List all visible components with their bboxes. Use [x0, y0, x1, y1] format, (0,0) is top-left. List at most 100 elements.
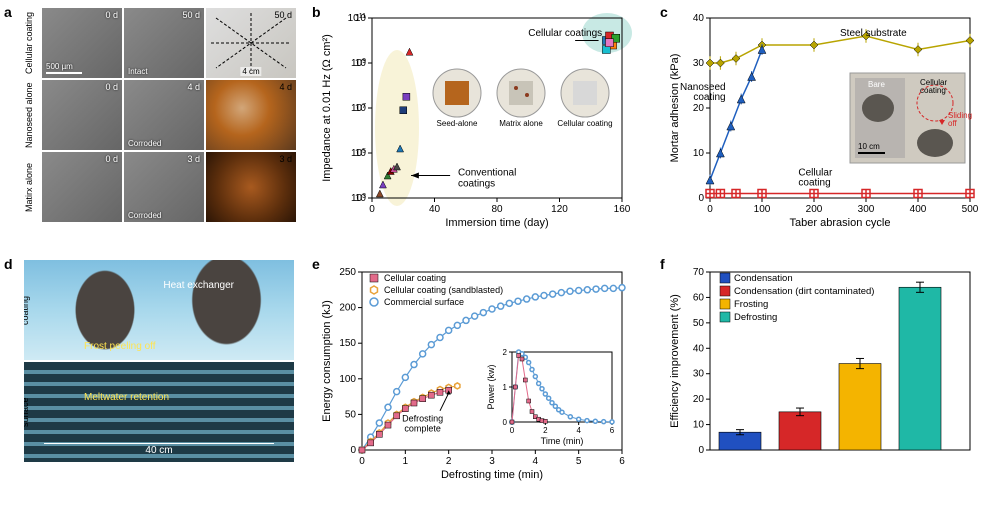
svg-text:6: 6	[619, 456, 625, 467]
svg-text:70: 70	[693, 267, 705, 278]
panel-e: e 0123456050100150200250Defrosting time …	[316, 260, 646, 500]
panel-a-micrograph: 50 dIntact	[124, 8, 204, 78]
svg-text:150: 150	[339, 338, 356, 349]
svg-text:10: 10	[693, 420, 705, 431]
svg-text:80: 80	[491, 204, 503, 215]
svg-text:6: 6	[610, 426, 615, 435]
panel-c: c 0100200300400500010203040Taber abrasio…	[664, 8, 994, 248]
svg-text:1: 1	[403, 456, 409, 467]
panel-a-rowlabel: Nanoseed alone	[24, 80, 40, 150]
panel-letter-e: e	[312, 256, 320, 272]
panel-letter-c: c	[660, 4, 668, 20]
svg-text:2: 2	[503, 348, 508, 357]
svg-text:0: 0	[698, 193, 704, 204]
svg-text:20: 20	[693, 103, 705, 114]
panel-a-micrograph: 0 d500 µm	[42, 8, 122, 78]
svg-text:100: 100	[754, 204, 771, 215]
panel-a-micrograph: 3 dCorroded	[124, 152, 204, 222]
svg-text:Energy consumption (kJ): Energy consumption (kJ)	[321, 300, 333, 422]
svg-text:Defrosting time (min): Defrosting time (min)	[441, 469, 543, 481]
svg-text:50: 50	[693, 318, 705, 329]
svg-text:2: 2	[543, 426, 548, 435]
svg-text:0: 0	[359, 456, 365, 467]
svg-text:200: 200	[339, 303, 356, 314]
svg-text:Defrostingcomplete: Defrostingcomplete	[402, 414, 443, 434]
panel-a-rowlabel: Matirx alone	[24, 152, 40, 222]
svg-text:200: 200	[806, 204, 823, 215]
svg-text:20: 20	[693, 394, 705, 405]
svg-text:0: 0	[698, 445, 704, 456]
svg-text:Matrix alone: Matrix alone	[499, 119, 543, 128]
panel-a-rowlabel: Cellular coating	[24, 8, 40, 78]
svg-text:0: 0	[707, 204, 713, 215]
panel-a-micrograph: 4 dCorroded	[124, 80, 204, 150]
svg-text:40: 40	[429, 204, 441, 215]
svg-text:Immersion time (day): Immersion time (day)	[445, 217, 548, 229]
svg-text:Frosting: Frosting	[734, 299, 768, 310]
svg-text:30: 30	[693, 58, 705, 69]
panel-d-photo: Commercial surface Meltwater retention 40 …	[24, 362, 294, 462]
svg-text:250: 250	[339, 267, 356, 278]
svg-text:40: 40	[693, 343, 705, 354]
svg-text:500: 500	[962, 204, 979, 215]
svg-text:Bare: Bare	[868, 80, 885, 89]
svg-text:Cellular coating (sandblasted): Cellular coating (sandblasted)	[384, 285, 503, 295]
panel-letter-d: d	[4, 256, 13, 272]
panel-b: b 0408012016010103101051010710109101011I…	[316, 8, 646, 248]
svg-text:100: 100	[339, 374, 356, 385]
svg-text:Time (min): Time (min)	[541, 436, 584, 446]
svg-text:Taber abrasion cycle: Taber abrasion cycle	[790, 217, 891, 229]
svg-text:0: 0	[369, 204, 375, 215]
svg-text:3: 3	[489, 456, 495, 467]
panel-a: a Cellular coating0 d500 µm50 dIntact50 …	[8, 8, 298, 248]
panel-d-caption: Meltwater retention	[84, 392, 169, 403]
svg-text:Efficiency improvement (%): Efficiency improvement (%)	[669, 294, 681, 428]
svg-text:4: 4	[576, 426, 581, 435]
panel-d-photo: Cellular coating Heat exchanger Frost peel…	[24, 260, 294, 360]
svg-text:0: 0	[350, 445, 356, 456]
svg-text:Defrosting: Defrosting	[734, 312, 777, 323]
panel-a-micrograph: 0 d	[42, 80, 122, 150]
svg-text:10 cm: 10 cm	[858, 142, 880, 151]
panel-a-sample-photo: 50 d4 cm	[206, 8, 296, 78]
panel-d: d Cellular coatingHeat exchangerFrost pe…	[8, 260, 298, 500]
svg-text:0: 0	[503, 418, 508, 427]
svg-text:1: 1	[503, 383, 508, 392]
panel-d-rowlabel: Commercial surface	[24, 387, 30, 437]
panel-a-sample-photo: 3 d	[206, 152, 296, 222]
svg-text:Condensation (dirt contaminate: Condensation (dirt contaminated)	[734, 286, 874, 297]
panel-letter-a: a	[4, 4, 12, 20]
svg-text:300: 300	[858, 204, 875, 215]
svg-text:4: 4	[533, 456, 539, 467]
panel-d-caption: 40 cm	[145, 445, 172, 456]
svg-text:Cellularcoating: Cellularcoating	[920, 78, 947, 95]
chart-f: 010203040506070Efficiency improvement (%…	[664, 260, 984, 490]
svg-text:Cellular coating: Cellular coating	[557, 119, 612, 128]
svg-text:50: 50	[345, 409, 357, 420]
panel-a-sample-photo: 4 d	[206, 80, 296, 150]
svg-text:30: 30	[693, 369, 705, 380]
panel-f: f 010203040506070Efficiency improvement …	[664, 260, 994, 500]
svg-text:Cellular coating: Cellular coating	[384, 273, 446, 283]
svg-text:Impedance at 0.01 Hz (Ω cm²): Impedance at 0.01 Hz (Ω cm²)	[321, 34, 333, 182]
svg-text:2: 2	[446, 456, 452, 467]
panel-letter-b: b	[312, 4, 321, 20]
panel-d-rowlabel: Cellular coating	[24, 285, 30, 335]
svg-text:Conventionalcoatings: Conventionalcoatings	[458, 168, 516, 190]
svg-text:Mortar adhesion (kPa): Mortar adhesion (kPa)	[669, 54, 681, 163]
svg-text:160: 160	[614, 204, 631, 215]
chart-c: 0 100 200 300 400 500 0 10 20 30 40 Taber abrasion …	[664, 8, 984, 238]
panel-d-caption: Heat exchanger	[163, 280, 234, 291]
svg-text:Nanoseedcoating: Nanoseedcoating	[680, 82, 726, 103]
svg-text:400: 400	[910, 204, 927, 215]
svg-text:40: 40	[693, 13, 705, 24]
svg-text:10: 10	[693, 148, 705, 159]
svg-text:0: 0	[510, 426, 515, 435]
svg-text:Cellularcoating: Cellularcoating	[798, 168, 833, 189]
svg-text:Power (kw): Power (kw)	[486, 364, 496, 409]
svg-text:Commercial surface: Commercial surface	[384, 297, 464, 307]
svg-text:Steel substrate: Steel substrate	[840, 28, 907, 39]
panel-d-caption: Frost peeling off	[84, 341, 156, 352]
panel-letter-f: f	[660, 256, 665, 272]
panel-a-micrograph: 0 d	[42, 152, 122, 222]
